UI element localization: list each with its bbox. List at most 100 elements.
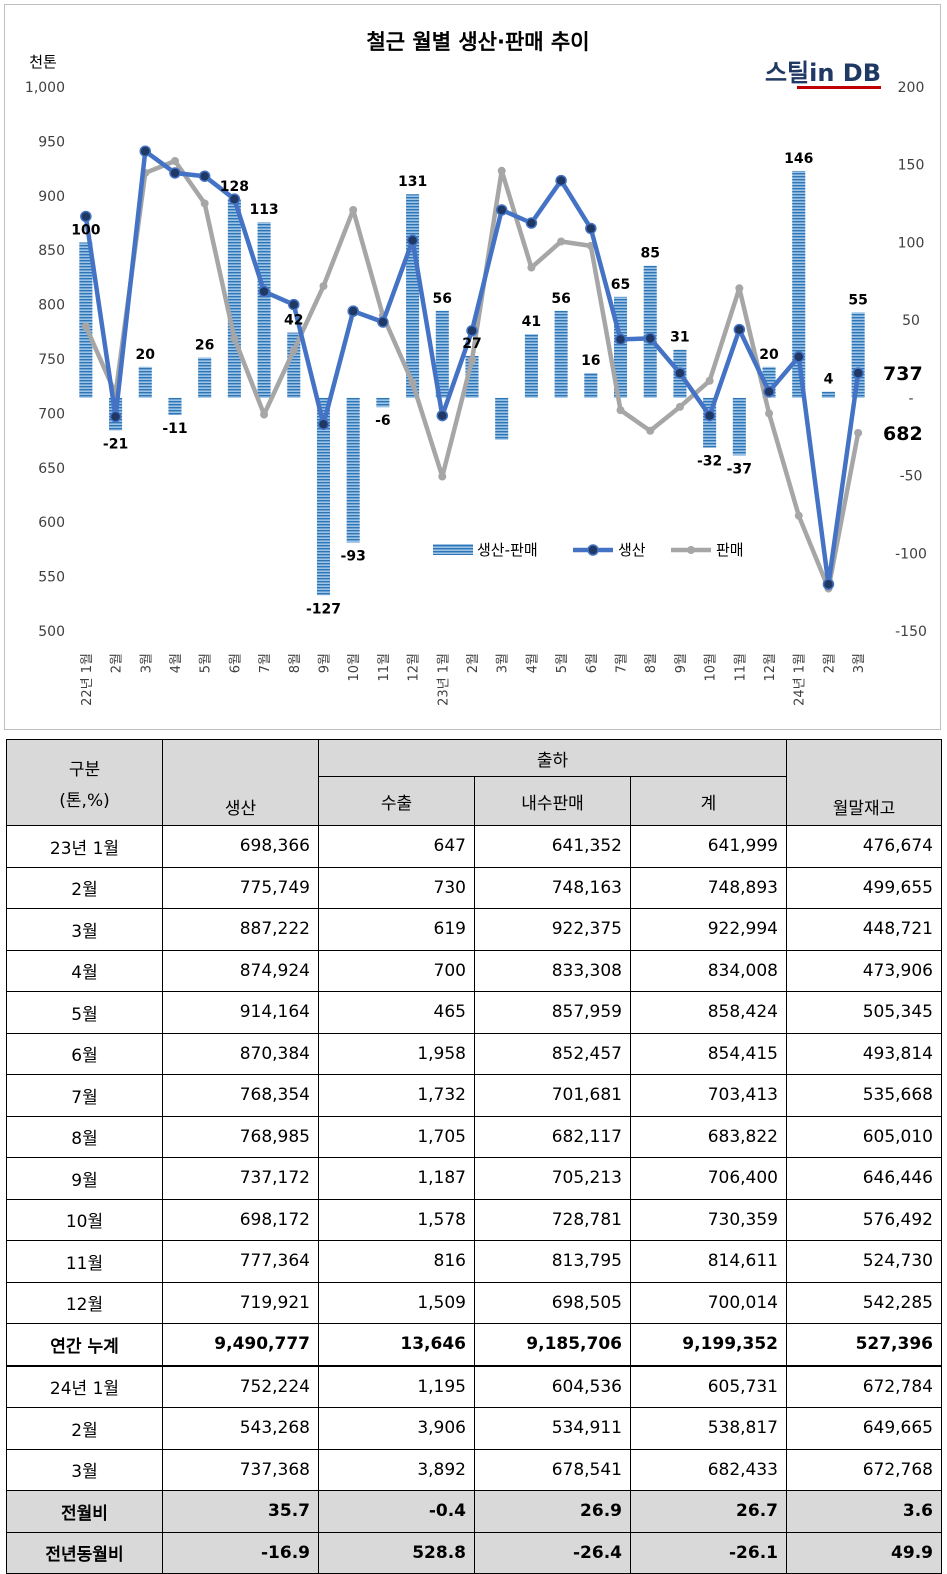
cell-production: 719,921 xyxy=(162,1281,319,1324)
cell-production: 777,364 xyxy=(162,1240,319,1283)
chart-panel: 철근 월별 생산·판매 추이 스틸in DB 천톤 1,000 950 900 850 800… xyxy=(4,4,941,730)
legend-production-marker xyxy=(587,544,599,556)
y2-tick-label: 100 xyxy=(898,235,925,251)
bar-data-label: 65 xyxy=(611,277,630,293)
sales-point xyxy=(527,263,536,272)
cell-inventory: 605,010 xyxy=(786,1115,942,1158)
y2-tick-label: 50 xyxy=(902,313,920,329)
cell-production: 698,366 xyxy=(162,825,319,868)
bar-data-label: 42 xyxy=(284,313,303,329)
cell-domestic: 728,781 xyxy=(474,1198,631,1241)
sales-end-label: 682 xyxy=(883,423,923,445)
y-axis-label: 천톤 xyxy=(29,53,57,71)
cell-domestic: 705,213 xyxy=(474,1157,631,1200)
sales-point xyxy=(557,237,566,246)
bar-production-minus-sales xyxy=(643,265,657,398)
cell-domestic: 698,505 xyxy=(474,1281,631,1324)
x-tick-label: 7월 xyxy=(258,653,273,673)
cell-export: 647 xyxy=(318,825,475,868)
cell-inventory: 672,784 xyxy=(786,1364,942,1408)
legend-bar-swatch xyxy=(433,544,473,555)
x-tick-label: 2월 xyxy=(466,653,481,673)
cell-domestic: 852,457 xyxy=(474,1032,631,1075)
x-tick-label: 8월 xyxy=(644,653,659,673)
production-point xyxy=(377,316,389,328)
table-row: 2월 543,268 3,906 534,911 538,817 649,665 xyxy=(6,1407,942,1450)
production-point xyxy=(703,409,716,422)
sales-point xyxy=(319,282,328,291)
cell-domestic: 26.9 xyxy=(474,1490,631,1533)
bar-data-label: 56 xyxy=(551,291,570,307)
production-point xyxy=(733,323,746,336)
cell-production: 768,354 xyxy=(162,1074,319,1117)
x-tick-label: 6월 xyxy=(585,653,600,673)
sales-point xyxy=(705,376,714,385)
row-label: 3월 xyxy=(6,908,163,951)
table-body: 23년 1월 698,366 647 641,352 641,999 476,674 2월 7… xyxy=(6,825,942,1574)
production-point xyxy=(466,324,478,337)
production-point xyxy=(822,578,835,590)
x-tick-label: 10월 xyxy=(704,653,719,682)
cell-export: 1,195 xyxy=(318,1364,475,1408)
sales-point xyxy=(735,284,744,293)
production-point xyxy=(406,234,419,247)
production-point xyxy=(792,351,805,363)
cell-production: 752,224 xyxy=(162,1364,319,1408)
production-end-label: 737 xyxy=(883,363,923,385)
cell-total: 605,731 xyxy=(630,1364,787,1408)
cell-production: 737,368 xyxy=(162,1448,319,1491)
cell-inventory: 527,396 xyxy=(786,1323,942,1366)
bar-production-minus-sales xyxy=(79,242,93,398)
header-domestic: 내수판매 xyxy=(474,776,631,826)
cell-total: 641,999 xyxy=(630,825,787,868)
bar-production-minus-sales xyxy=(732,397,746,456)
header-total-label: 계 xyxy=(700,793,717,814)
cell-total: 9,199,352 xyxy=(630,1323,787,1366)
row-label: 연간 누계 xyxy=(6,1323,163,1366)
production-point xyxy=(347,305,359,317)
sales-point xyxy=(497,166,506,175)
production-point xyxy=(495,204,508,216)
bar-data-label: 20 xyxy=(759,347,779,363)
cell-export: 3,892 xyxy=(318,1448,475,1491)
cell-production: 698,172 xyxy=(162,1198,319,1241)
chart-title: 철근 월별 생산·판매 추이 xyxy=(366,30,589,54)
cell-production: 870,384 xyxy=(162,1032,319,1075)
production-point xyxy=(288,298,300,311)
row-label: 2월 xyxy=(6,866,163,909)
x-tick-label: 10월 xyxy=(347,653,362,682)
y-tick-label: 700 xyxy=(38,406,65,422)
x-tick-label: 3월 xyxy=(496,653,511,673)
cell-total: 700,014 xyxy=(630,1281,787,1324)
sales-point xyxy=(646,426,655,435)
x-tick-label: 4월 xyxy=(525,653,540,673)
cell-production: 914,164 xyxy=(162,991,319,1034)
row-label: 2월 xyxy=(6,1407,163,1450)
production-point xyxy=(674,367,686,379)
header-inventory-label: 월말재고 xyxy=(832,799,896,819)
cell-inventory: 535,668 xyxy=(786,1074,942,1117)
row-label: 5월 xyxy=(6,991,163,1034)
x-tick-label: 9월 xyxy=(674,653,689,673)
cell-export: 1,705 xyxy=(318,1115,475,1158)
x-tick-label: 5월 xyxy=(199,653,214,673)
cell-production: 543,268 xyxy=(162,1407,319,1450)
bar-production-minus-sales xyxy=(792,170,806,398)
x-tick-label: 24년 1월 xyxy=(793,653,808,706)
table-row: 8월 768,985 1,705 682,117 683,822 605,010 xyxy=(6,1115,942,1158)
cell-production: -16.9 xyxy=(162,1531,319,1574)
bar-production-minus-sales xyxy=(257,222,271,398)
row-label: 10월 xyxy=(6,1198,163,1241)
bar-data-label: -6 xyxy=(375,413,391,429)
header-export-label: 수출 xyxy=(380,793,413,814)
header-total: 계 xyxy=(630,776,787,826)
production-point xyxy=(436,409,449,422)
y2-tick-label: -50 xyxy=(900,469,923,485)
cell-inventory: 493,814 xyxy=(786,1032,942,1075)
cell-export: 3,906 xyxy=(318,1407,475,1450)
bar-data-label: -21 xyxy=(103,436,128,452)
row-label: 8월 xyxy=(6,1115,163,1158)
row-label: 11월 xyxy=(6,1240,163,1283)
production-point xyxy=(169,167,181,179)
cell-inventory: 672,768 xyxy=(786,1448,942,1491)
